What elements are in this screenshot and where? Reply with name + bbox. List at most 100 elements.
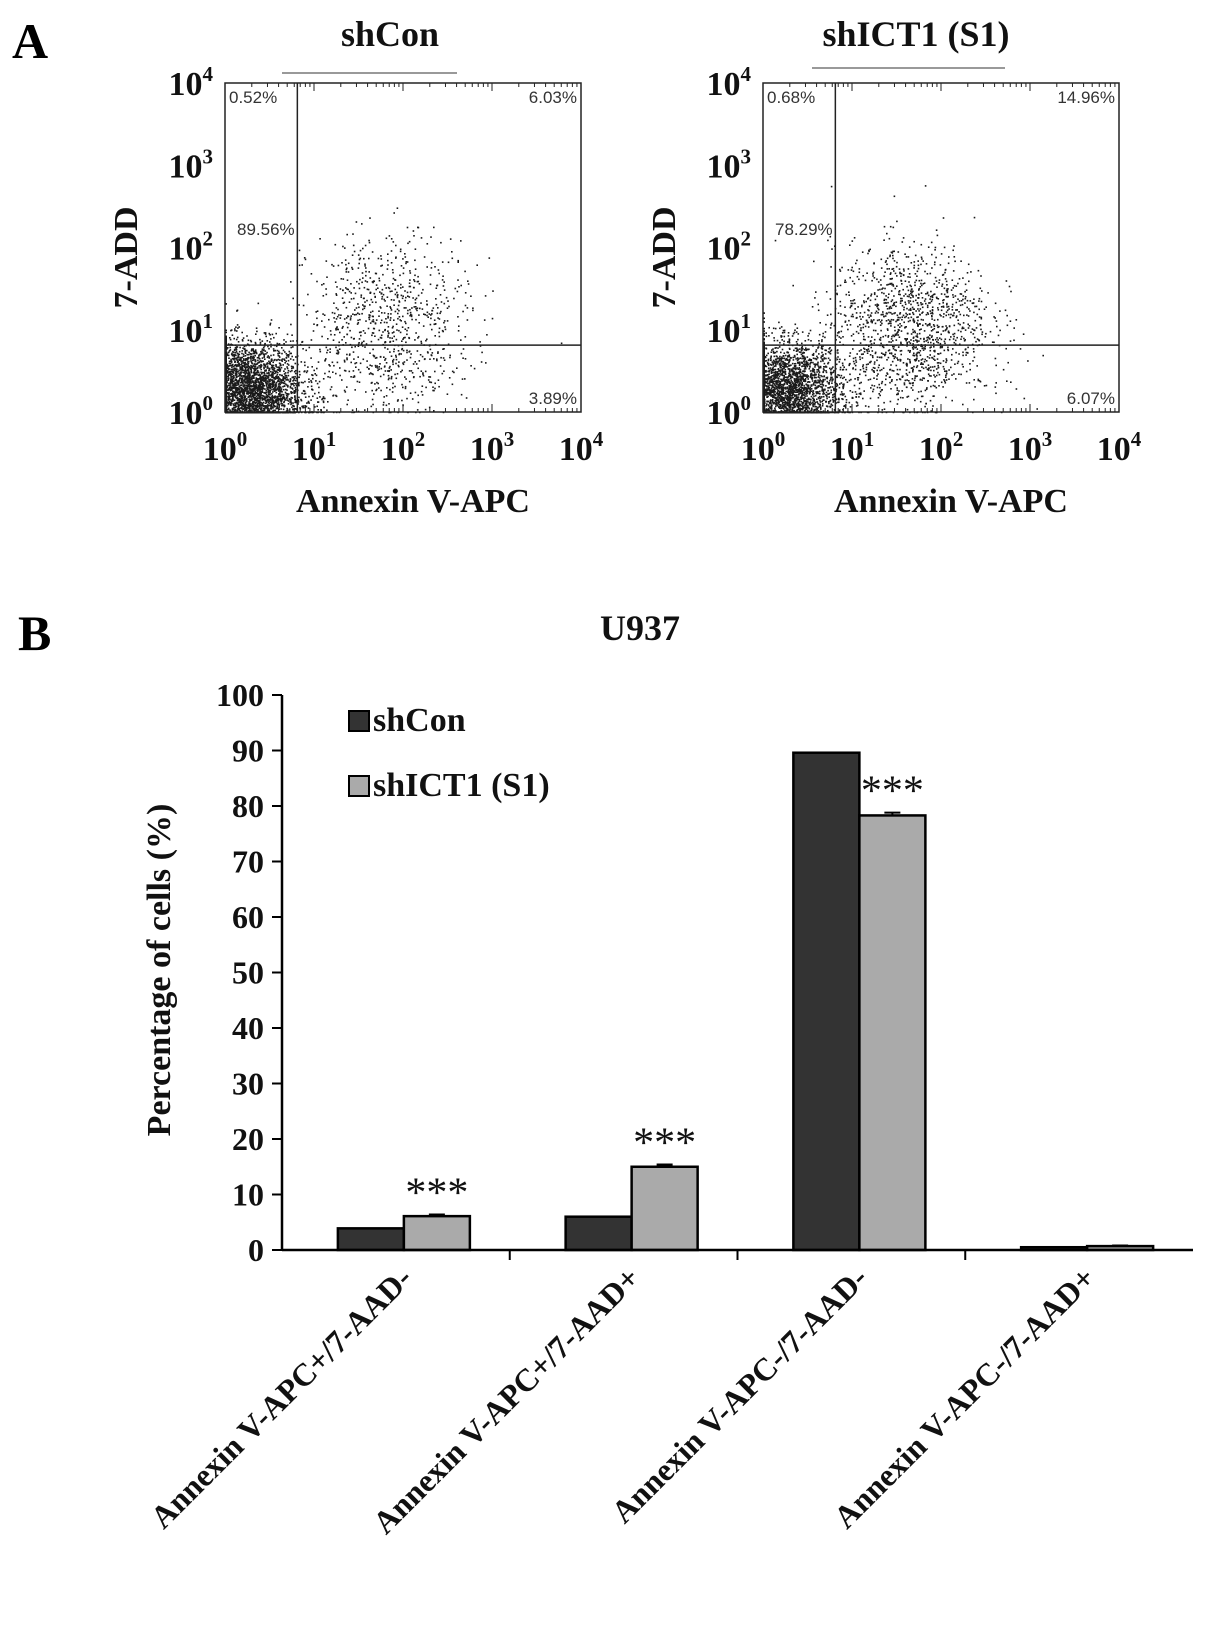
event-dot [369, 277, 372, 279]
event-dot [461, 378, 464, 380]
event-dot [414, 302, 417, 304]
event-dot [398, 316, 401, 318]
event-dot [396, 308, 399, 311]
event-dot [393, 331, 395, 333]
event-dot [300, 398, 302, 401]
event-dot [268, 383, 270, 385]
event-dot [432, 307, 435, 309]
event-dot [278, 395, 280, 397]
event-dot [483, 319, 486, 321]
event-dot [233, 399, 236, 401]
event-dot [414, 361, 416, 363]
event-dot [245, 381, 247, 383]
event-dot [244, 358, 247, 360]
event-dot [409, 392, 412, 394]
event-dot [261, 396, 263, 399]
event-dot [265, 396, 267, 399]
event-dot [381, 288, 384, 291]
event-dot [484, 295, 487, 297]
event-dot [394, 279, 397, 281]
event-dot [256, 356, 259, 359]
event-dot [350, 336, 353, 339]
event-dot [292, 367, 295, 369]
event-dot [422, 288, 424, 291]
event-dot [238, 362, 240, 365]
event-dot [397, 317, 399, 320]
event-dot [241, 402, 243, 404]
event-dot [263, 356, 265, 358]
event-dot [341, 339, 343, 341]
event-dot [239, 346, 241, 349]
event-dot [255, 399, 258, 402]
event-dot [241, 388, 244, 390]
event-dot [233, 348, 236, 351]
event-dot [238, 408, 241, 410]
event-dot [443, 281, 445, 283]
event-dot [286, 354, 288, 357]
event-dot [380, 337, 383, 339]
event-dot [268, 362, 271, 364]
event-dot [277, 354, 280, 357]
event-dot [267, 391, 270, 394]
event-dot [767, 352, 769, 355]
event-dot [242, 361, 245, 364]
event-dot [235, 382, 238, 384]
event-dot [370, 298, 373, 301]
event-dot [257, 374, 260, 377]
event-dot [323, 314, 326, 316]
event-dot [291, 369, 293, 372]
event-dot [229, 382, 232, 384]
event-dot [322, 396, 325, 398]
event-dot [263, 363, 265, 365]
event-dot [370, 382, 373, 384]
event-dot [371, 251, 374, 253]
event-dot [258, 358, 261, 360]
event-dot [250, 370, 253, 372]
event-dot [260, 394, 262, 396]
event-dot [250, 348, 253, 351]
event-dot [387, 336, 389, 338]
event-dot [397, 304, 400, 307]
event-dot [805, 387, 807, 389]
event-dot [307, 400, 310, 403]
event-dot [325, 260, 328, 262]
event-dot [269, 341, 271, 343]
event-dot [268, 400, 271, 402]
event-dot [357, 345, 360, 347]
event-dot [479, 345, 482, 347]
event-dot [430, 314, 432, 316]
event-dot [314, 392, 316, 395]
event-dot [261, 404, 263, 407]
event-dot [379, 306, 382, 308]
event-dot [225, 391, 227, 394]
event-dot [236, 324, 239, 326]
event-dot [811, 407, 813, 410]
event-dot [412, 363, 415, 365]
event-dot [281, 393, 283, 396]
event-dot [227, 403, 230, 406]
event-dot [246, 376, 248, 379]
event-dot [252, 372, 255, 374]
event-dot [265, 391, 268, 394]
event-dot [231, 373, 234, 376]
event-dot [279, 369, 282, 371]
event-dot [260, 386, 263, 388]
event-dot [413, 235, 415, 237]
event-dot [372, 327, 375, 330]
event-dot [362, 247, 364, 250]
event-dot [405, 261, 408, 263]
event-dot [462, 348, 465, 350]
event-dot [386, 305, 388, 307]
event-dot [346, 358, 348, 361]
event-dot [415, 297, 418, 300]
event-dot [417, 280, 420, 283]
event-dot [227, 407, 230, 410]
event-dot [371, 398, 374, 401]
event-dot [245, 369, 247, 372]
event-dot [248, 394, 251, 397]
event-dot [375, 301, 377, 304]
event-dot [449, 238, 452, 240]
event-dot [368, 316, 370, 319]
event-dot [282, 393, 285, 396]
event-dot [253, 385, 255, 388]
